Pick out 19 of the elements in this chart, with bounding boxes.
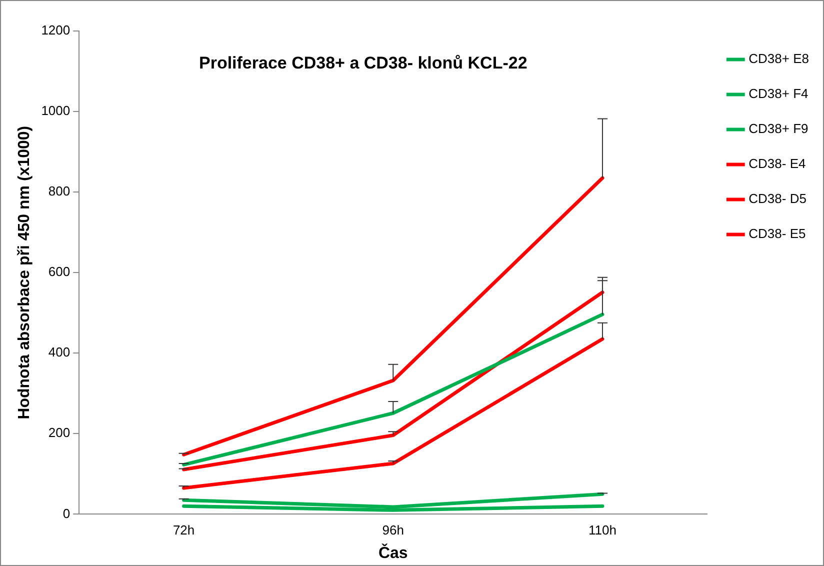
y-tick-label: 600 [48,264,70,280]
y-tick-label: 1200 [41,22,70,38]
y-tick-label: 200 [48,425,70,440]
y-tick-label: 800 [48,184,70,199]
legend-label: CD38- D5 [748,191,806,206]
legend-label: CD38- E5 [748,226,806,242]
x-tick-label: 96h [382,522,404,538]
x-tick-label: 110h [588,522,616,538]
y-tick-label: 1000 [41,103,70,118]
text: Proliferace CD38+ a CD38- klonů KCL-22 [198,54,528,73]
legend-label: CD38+ F9 [748,121,808,136]
legend-label: CD38+ F4 [748,86,808,102]
x-axis-title: Čas [378,542,408,562]
x-tick-label: 72h [172,522,195,538]
y-axis-title: Hodnota absorbace při 450 nm (x1000) [16,126,34,420]
y-tick-label: 400 [48,344,70,360]
legend-label: CD38+ E8 [748,51,810,66]
legend-label: CD38- E4 [748,156,806,172]
y-tick-label: 0 [62,506,70,521]
